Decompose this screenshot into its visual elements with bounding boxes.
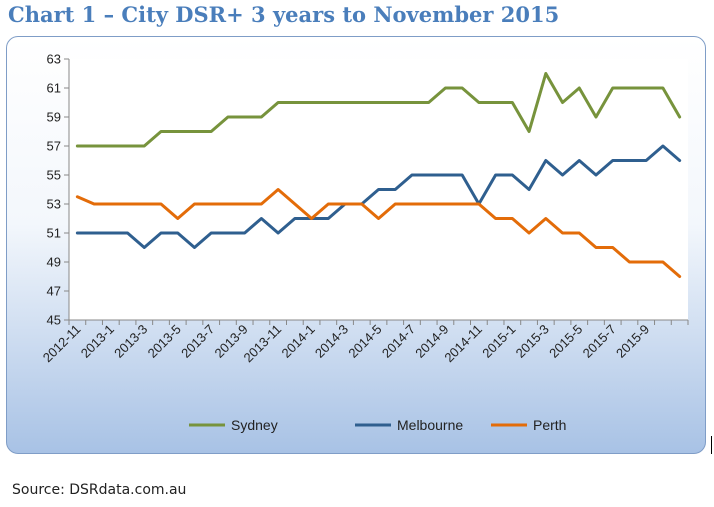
y-axis: 45 47 49 51 53 55 57 59 61 63 <box>47 52 70 328</box>
x-tick-label: 2013-5 <box>145 322 184 361</box>
x-tick-label: 2014-3 <box>312 322 351 361</box>
x-tick-label: 2014-5 <box>345 322 384 361</box>
x-tick-label: 2015-7 <box>580 322 619 361</box>
legend-label-perth: Perth <box>533 417 566 433</box>
source-note: Source: DSRdata.com.au <box>12 482 187 498</box>
x-tick-label: 2013-1 <box>78 322 117 361</box>
x-tick-label: 2015-9 <box>613 322 652 361</box>
series-lines <box>75 72 682 278</box>
x-tick-label: 2015-3 <box>513 322 552 361</box>
x-tick-label: 2013-7 <box>178 322 217 361</box>
x-tick-label: 2015-1 <box>479 322 518 361</box>
x-tick-label: 2014-1 <box>278 322 317 361</box>
series-line-sydney <box>75 72 682 148</box>
y-tick-label: 45 <box>47 313 61 328</box>
x-tick-label: 2014-11 <box>441 322 485 366</box>
y-tick-label: 55 <box>47 168 61 183</box>
divider <box>711 436 712 454</box>
y-tick-label: 53 <box>47 197 61 212</box>
x-tick-label: 2013-11 <box>241 322 285 366</box>
legend-label-melbourne: Melbourne <box>397 417 463 433</box>
legend: Sydney Melbourne Perth <box>189 417 566 433</box>
y-tick-label: 51 <box>47 226 61 241</box>
x-tick-label: 2015-5 <box>546 322 585 361</box>
x-tick-label: 2014-7 <box>379 322 418 361</box>
y-tick-label: 63 <box>47 52 61 67</box>
y-tick-label: 57 <box>47 139 61 154</box>
y-tick-label: 47 <box>47 284 61 299</box>
line-chart: 45 47 49 51 53 55 57 59 61 63 2012-112013-12013-3… <box>40 52 689 433</box>
chart-title: Chart 1 – City DSR+ 3 years to November … <box>8 2 560 27</box>
y-tick-label: 49 <box>47 255 61 270</box>
x-tick-label: 2012-11 <box>40 322 84 366</box>
legend-label-sydney: Sydney <box>231 417 278 433</box>
chart-panel: 45 47 49 51 53 55 57 59 61 63 2012-11 2013-1 2013-3… <box>6 36 706 454</box>
x-axis: 2012-112013-12013-32013-52013-72013-9201… <box>40 319 689 366</box>
series-line-melbourne <box>75 144 682 249</box>
series-line-perth <box>75 188 682 278</box>
y-tick-label: 61 <box>47 81 61 96</box>
x-tick-label: 2013-3 <box>111 322 150 361</box>
y-tick-label: 59 <box>47 110 61 125</box>
